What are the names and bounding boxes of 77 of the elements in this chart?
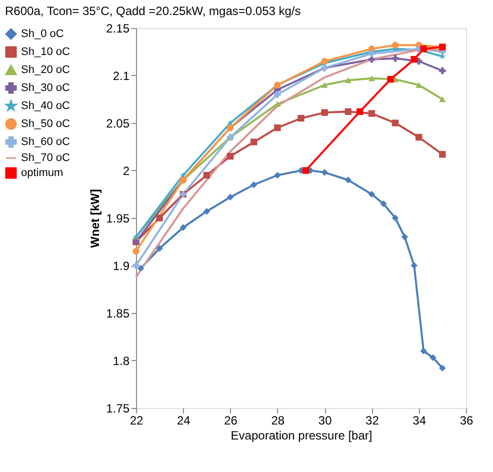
point — [344, 108, 352, 115]
point — [410, 56, 418, 63]
point — [401, 234, 408, 240]
point — [392, 214, 399, 222]
point — [430, 354, 436, 362]
x-tick-label: 24 — [176, 414, 191, 428]
point — [356, 108, 364, 115]
x-tick-label: 32 — [366, 414, 380, 428]
y-tick-label: 2.05 — [106, 116, 130, 130]
x-tick-label: 28 — [271, 414, 285, 428]
point — [410, 262, 418, 269]
legend-label: Sh_40 oC — [21, 100, 70, 112]
y-tick-label: 2 — [122, 164, 130, 178]
x-tick-label: 22 — [130, 414, 144, 428]
point — [368, 110, 376, 117]
point — [368, 50, 376, 58]
legend-label: Sh_70 oC — [21, 152, 70, 164]
point — [302, 167, 310, 174]
point — [416, 82, 422, 88]
y-tick-label: 1.95 — [106, 212, 130, 226]
point — [439, 364, 446, 372]
point — [298, 114, 304, 122]
point — [392, 42, 399, 48]
y-tick-label: 1.75 — [106, 402, 130, 416]
point — [420, 46, 427, 52]
point — [416, 134, 422, 141]
y-axis-title: Wnet [kW] — [88, 189, 102, 248]
point — [156, 214, 163, 222]
point — [392, 120, 399, 126]
point — [132, 248, 140, 255]
point — [132, 262, 140, 269]
legend-label: Sh_10 oC — [21, 46, 70, 58]
legend-label: Sh_50 oC — [21, 118, 70, 130]
point — [321, 109, 328, 116]
point — [439, 150, 446, 158]
legend-label: Sh_0 oC — [21, 28, 64, 40]
point — [387, 76, 394, 83]
y-tick-label: 1.8 — [112, 354, 130, 368]
point — [156, 245, 163, 252]
point — [368, 190, 376, 198]
point — [274, 172, 281, 179]
x-tick-label: 26 — [224, 414, 238, 428]
point — [368, 75, 376, 82]
point — [344, 176, 352, 184]
point — [439, 67, 446, 74]
x-tick-label: 30 — [318, 414, 332, 428]
point — [274, 101, 281, 107]
point — [203, 172, 210, 179]
y-tick-label: 1.9 — [112, 259, 130, 273]
legend-label: Sh_60 oC — [21, 136, 70, 148]
y-tick-label: 2.1 — [112, 69, 130, 83]
point — [180, 224, 186, 231]
point — [392, 55, 399, 62]
x-axis-title: Evaporation pressure [bar] — [230, 428, 372, 442]
legend-label: optimum — [21, 167, 64, 179]
point — [226, 152, 234, 160]
point — [180, 172, 186, 178]
point — [380, 200, 387, 208]
y-tick-label: 2.15 — [106, 22, 130, 36]
legend-label: Sh_20 oC — [21, 64, 70, 76]
point — [321, 169, 328, 176]
point — [344, 77, 352, 84]
point — [274, 124, 281, 132]
point — [203, 208, 210, 215]
x-tick-label: 36 — [460, 414, 474, 428]
y-tick-label: 1.85 — [106, 306, 130, 320]
legend-label: Sh_30 oC — [21, 82, 70, 94]
x-tick-label: 34 — [412, 414, 426, 428]
point — [137, 264, 144, 272]
point — [250, 138, 258, 146]
point — [226, 194, 234, 200]
point — [250, 181, 258, 188]
point — [321, 82, 328, 88]
point — [274, 91, 281, 98]
point — [439, 96, 446, 102]
point — [420, 348, 427, 354]
chart-title: R600a, Tcon= 35°C, Qadd =20.25kW, mgas=0.053 kg/s — [5, 4, 301, 18]
